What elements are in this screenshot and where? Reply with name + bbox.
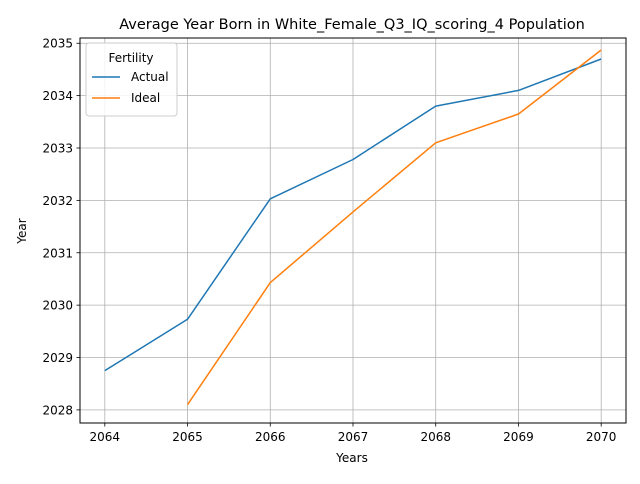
x-axis-label: Years bbox=[335, 451, 368, 465]
y-tick-label: 2029 bbox=[42, 351, 73, 365]
x-tick-label: 2064 bbox=[90, 430, 121, 444]
chart-title: Average Year Born in White_Female_Q3_IQ_… bbox=[119, 17, 585, 33]
x-tick-label: 2066 bbox=[255, 430, 286, 444]
y-tick-label: 2030 bbox=[42, 299, 73, 313]
y-tick-label: 2034 bbox=[42, 89, 73, 103]
legend-title: Fertility bbox=[108, 51, 153, 65]
grid-lines bbox=[80, 38, 626, 423]
y-tick-label: 2032 bbox=[42, 194, 73, 208]
legend-label-ideal: Ideal bbox=[131, 91, 160, 105]
y-axis-label: Year bbox=[15, 218, 29, 244]
legend-label-actual: Actual bbox=[131, 70, 169, 84]
y-tick-label: 2035 bbox=[42, 37, 73, 51]
x-tick-label: 2070 bbox=[586, 430, 617, 444]
series-line-ideal bbox=[186, 49, 602, 406]
series-lines bbox=[104, 49, 602, 406]
axis-ticks: 2064 2065 2066 2067 2068 2069 2070 2028 2029 2030… bbox=[42, 37, 616, 444]
x-tick-label: 2065 bbox=[172, 430, 203, 444]
x-tick-label: 2068 bbox=[420, 430, 451, 444]
y-tick-label: 2031 bbox=[42, 246, 73, 260]
x-tick-label: 2067 bbox=[338, 430, 369, 444]
y-tick-label: 2033 bbox=[42, 142, 73, 156]
x-tick-label: 2069 bbox=[503, 430, 534, 444]
y-tick-label: 2028 bbox=[42, 403, 73, 417]
series-line-actual bbox=[104, 58, 602, 372]
legend: Fertility Actual Ideal bbox=[85, 42, 178, 117]
